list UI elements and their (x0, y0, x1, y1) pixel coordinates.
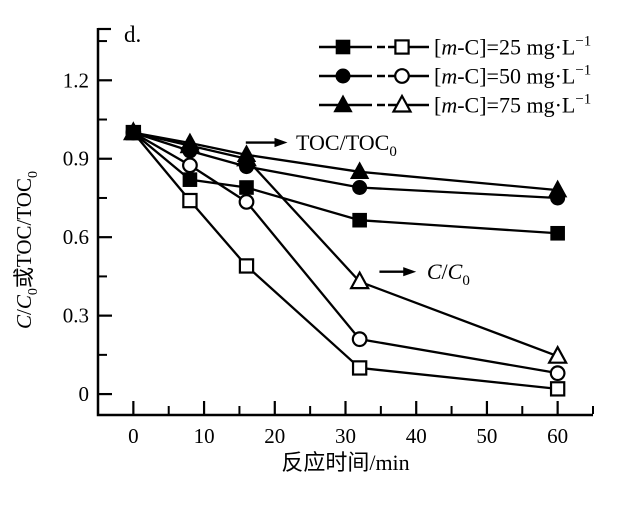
y-axis: 0 0.3 0.6 0.9 1.2 (63, 40, 112, 406)
legend-label-25: [m-C]=25 mg·L−1 (434, 34, 591, 60)
marker-toc-25-60min (550, 225, 565, 241)
axes-spines (96, 28, 593, 417)
series-markers-toc-75 (123, 122, 568, 198)
annotation-text-c-group: C/C0 (427, 259, 470, 289)
legend-label-50: [m-C]=50 mg·L−1 (434, 63, 591, 89)
x-tick-label-40: 40 (406, 424, 427, 448)
legend-marker-solid-75 (333, 94, 353, 113)
legend-marker-open-50 (394, 68, 410, 84)
y-tick-label-0.6: 0.6 (63, 225, 89, 249)
marker-toc-25-8min (182, 172, 198, 187)
annotation-arrow-head-toc-group (274, 137, 288, 148)
marker-c-50-32min (351, 331, 368, 348)
marker-c-50-8min (182, 157, 198, 174)
y-tick-label-1.2: 1.2 (63, 68, 89, 92)
marker-c-75-32min (349, 270, 371, 290)
x-tick-label-30: 30 (335, 424, 356, 448)
x-tick-label-20: 20 (264, 424, 285, 448)
x-tick-label-50: 50 (476, 424, 497, 448)
annotation-c-group: C/C0 (379, 259, 470, 289)
series-markers (122, 121, 569, 397)
x-tick-label-60: 60 (547, 424, 568, 448)
series-lines (132, 131, 559, 390)
x-tick-label-10: 10 (194, 424, 215, 448)
annotation-arrow-head-c-group (403, 267, 417, 277)
marker-c-50-16min (238, 193, 255, 210)
marker-toc-25-32min (352, 212, 367, 228)
x-tick-label-0: 0 (128, 424, 139, 448)
marker-toc-75-0min (123, 122, 144, 140)
marker-c-25-32min (351, 360, 368, 376)
x-axis: 0 10 20 30 40 50 60 (128, 401, 594, 448)
legend-marker-open-25 (394, 39, 410, 55)
x-axis-label: 反应时间/min (281, 450, 409, 475)
marker-c-75-60min (547, 344, 569, 364)
axes (96, 27, 593, 417)
y-tick-label-0.3: 0.3 (63, 304, 89, 328)
legend-marker-solid-50 (335, 68, 351, 84)
marker-c-25-16min (238, 258, 255, 274)
legend-entry-75: [m-C]=75 mg·L−1 (319, 92, 591, 118)
marker-toc-25-16min (239, 180, 254, 195)
annotation-toc-group: TOC/TOC0 (245, 130, 397, 160)
marker-toc-75-32min (349, 161, 370, 180)
series-markers-c-50 (125, 124, 566, 382)
legend-entry-25: [m-C]=25 mg·L−1 (319, 34, 591, 60)
marker-c-25-60min (549, 381, 566, 397)
annotation-text-toc-group: TOC/TOC0 (296, 130, 397, 160)
marker-toc-75-8min (180, 132, 200, 151)
legend-marker-open-75 (391, 93, 413, 113)
marker-toc-50-32min (352, 180, 368, 196)
marker-c-50-60min (549, 365, 566, 382)
marker-c-25-8min (182, 192, 198, 209)
marker-toc-75-60min (547, 179, 568, 198)
marker-toc-75-16min (236, 144, 257, 163)
y-axis-label: C/C0或TOC/TOC0 (12, 171, 41, 329)
y-tick-label-0.9: 0.9 (63, 147, 89, 171)
panel-label: d. (124, 22, 142, 47)
legend: [m-C]=25 mg·L−1 [m-C]=50 mg·L−1 [m-C]=75 m… (319, 34, 591, 118)
legend-entry-50: [m-C]=50 mg·L−1 (319, 63, 591, 89)
legend-marker-solid-25 (335, 39, 351, 55)
y-tick-label-0: 0 (79, 382, 90, 406)
legend-label-75: [m-C]=75 mg·L−1 (434, 92, 591, 118)
